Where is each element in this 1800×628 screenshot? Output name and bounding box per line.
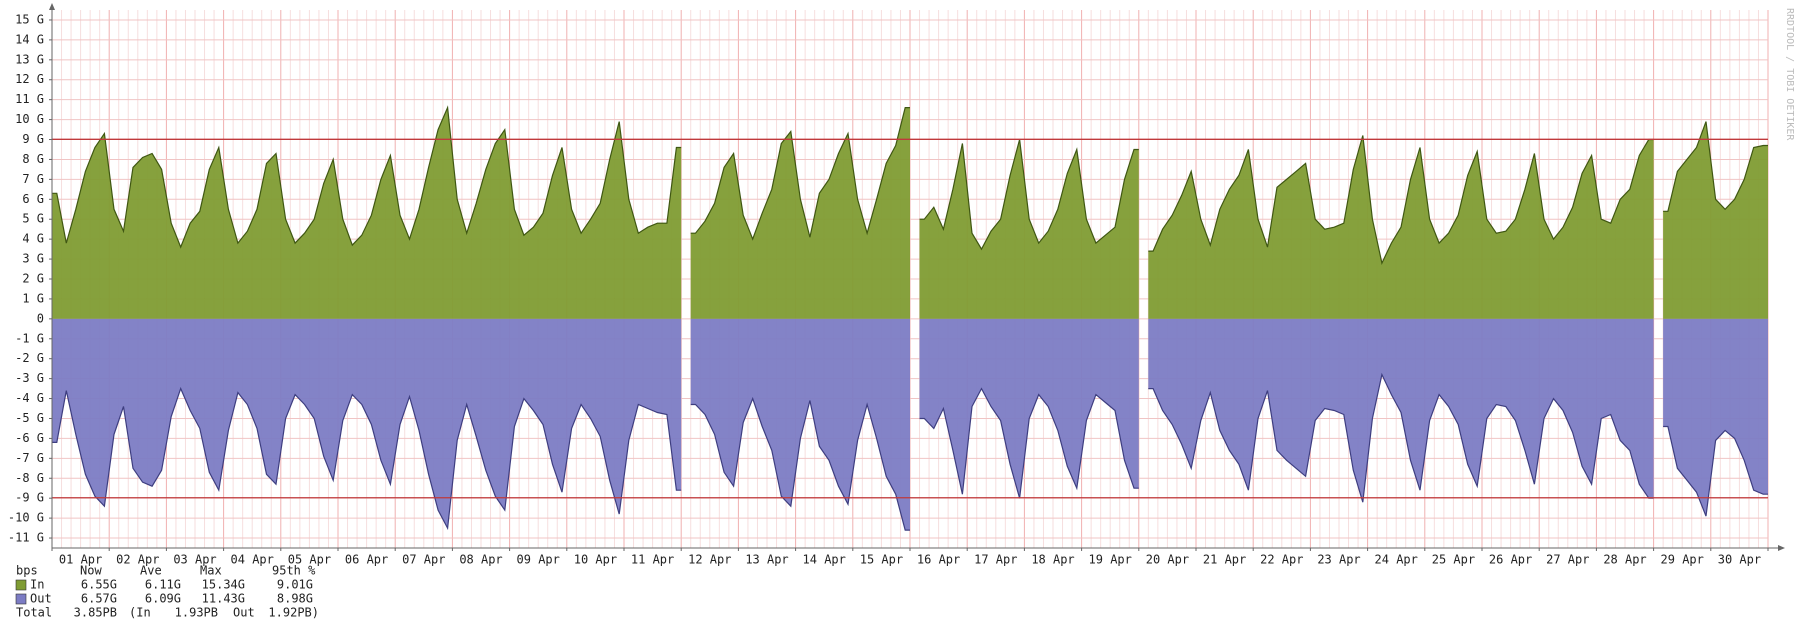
x-tick-label: 20 Apr — [1146, 553, 1189, 567]
y-tick-label: 4 G — [22, 232, 44, 246]
legend-header: 95th % — [272, 564, 316, 578]
x-tick-label: 13 Apr — [745, 553, 788, 567]
legend-total: Total — [16, 606, 52, 620]
y-tick-label: 5 G — [22, 212, 44, 226]
y-tick-label: 10 G — [15, 112, 44, 126]
y-tick-label: -3 G — [15, 371, 44, 385]
x-tick-label: 07 Apr — [402, 553, 445, 567]
x-tick-label: 05 Apr — [288, 553, 331, 567]
legend-value: 6.09G — [145, 592, 181, 606]
y-tick-label: 8 G — [22, 152, 44, 166]
y-tick-label: -2 G — [15, 351, 44, 365]
legend-value: 6.57G — [81, 592, 117, 606]
legend-header: Now — [80, 564, 102, 578]
y-tick-label: 7 G — [22, 172, 44, 186]
x-tick-label: 28 Apr — [1603, 553, 1646, 567]
legend-header: Max — [200, 564, 222, 578]
x-tick-label: 08 Apr — [459, 553, 502, 567]
x-tick-label: 24 Apr — [1375, 553, 1418, 567]
legend-header: bps — [16, 564, 38, 578]
x-tick-label: 15 Apr — [860, 553, 903, 567]
y-tick-label: 9 G — [22, 132, 44, 146]
y-tick-label: 15 G — [15, 12, 44, 26]
x-tick-label: 26 Apr — [1489, 553, 1532, 567]
legend-name: In — [30, 578, 44, 592]
y-tick-label: 11 G — [15, 92, 44, 106]
legend-total: (In — [129, 606, 151, 620]
x-tick-label: 22 Apr — [1260, 553, 1303, 567]
legend-header: Ave — [140, 564, 162, 578]
y-tick-label: 1 G — [22, 291, 44, 305]
legend-name: Out — [30, 592, 52, 606]
legend-total: 1.93PB — [175, 606, 218, 620]
legend-total: 3.85PB — [74, 606, 117, 620]
x-tick-label: 14 Apr — [803, 553, 846, 567]
x-tick-label: 18 Apr — [1031, 553, 1074, 567]
x-tick-label: 11 Apr — [631, 553, 674, 567]
area-edge — [52, 105, 1768, 265]
x-tick-label: 01 Apr — [59, 553, 102, 567]
x-tick-label: 03 Apr — [173, 553, 216, 567]
area — [52, 107, 1768, 319]
area — [52, 318, 1768, 531]
y-tick-label: 2 G — [22, 272, 44, 286]
y-tick-label: 12 G — [15, 72, 44, 86]
legend-total: 1.92PB) — [268, 606, 319, 620]
y-tick-label: -4 G — [15, 391, 44, 405]
legend-total: Out — [233, 606, 255, 620]
area-edge — [52, 372, 1768, 531]
x-tick-label: 16 Apr — [917, 553, 960, 567]
x-tick-label: 23 Apr — [1317, 553, 1360, 567]
x-arrow — [1778, 545, 1785, 551]
x-tick-label: 30 Apr — [1718, 553, 1761, 567]
y-tick-label: -5 G — [15, 411, 44, 425]
watermark: RRDTOOL / TOBI OETIKER — [1784, 8, 1795, 141]
y-tick-label: 13 G — [15, 52, 44, 66]
x-tick-label: 09 Apr — [517, 553, 560, 567]
y-tick-label: -1 G — [15, 331, 44, 345]
y-tick-label: 0 — [37, 311, 44, 325]
y-tick-label: 3 G — [22, 252, 44, 266]
legend-value: 8.98G — [277, 592, 313, 606]
x-tick-label: 25 Apr — [1432, 553, 1475, 567]
x-tick-label: 21 Apr — [1203, 553, 1246, 567]
legend-value: 11.43G — [202, 592, 245, 606]
x-tick-label: 19 Apr — [1089, 553, 1132, 567]
y-tick-label: -9 G — [15, 491, 44, 505]
y-tick-label: -6 G — [15, 431, 44, 445]
y-tick-label: -8 G — [15, 471, 44, 485]
legend-value: 6.11G — [145, 578, 181, 592]
y-tick-label: 6 G — [22, 192, 44, 206]
x-tick-label: 02 Apr — [116, 553, 159, 567]
legend-value: 9.01G — [277, 578, 313, 592]
y-tick-label: -7 G — [15, 451, 44, 465]
legend-swatch — [15, 579, 27, 591]
legend-value: 15.34G — [202, 578, 245, 592]
x-tick-label: 29 Apr — [1661, 553, 1704, 567]
x-tick-label: 04 Apr — [231, 553, 274, 567]
x-tick-label: 06 Apr — [345, 553, 388, 567]
y-tick-label: -11 G — [8, 531, 44, 545]
legend-value: 6.55G — [81, 578, 117, 592]
y-tick-label: -10 G — [8, 511, 44, 525]
y-arrow — [49, 3, 55, 10]
x-tick-label: 10 Apr — [574, 553, 617, 567]
legend-swatch — [15, 593, 27, 605]
x-tick-label: 27 Apr — [1546, 553, 1589, 567]
x-tick-label: 12 Apr — [688, 553, 731, 567]
y-tick-label: 14 G — [15, 32, 44, 46]
x-tick-label: 17 Apr — [974, 553, 1017, 567]
